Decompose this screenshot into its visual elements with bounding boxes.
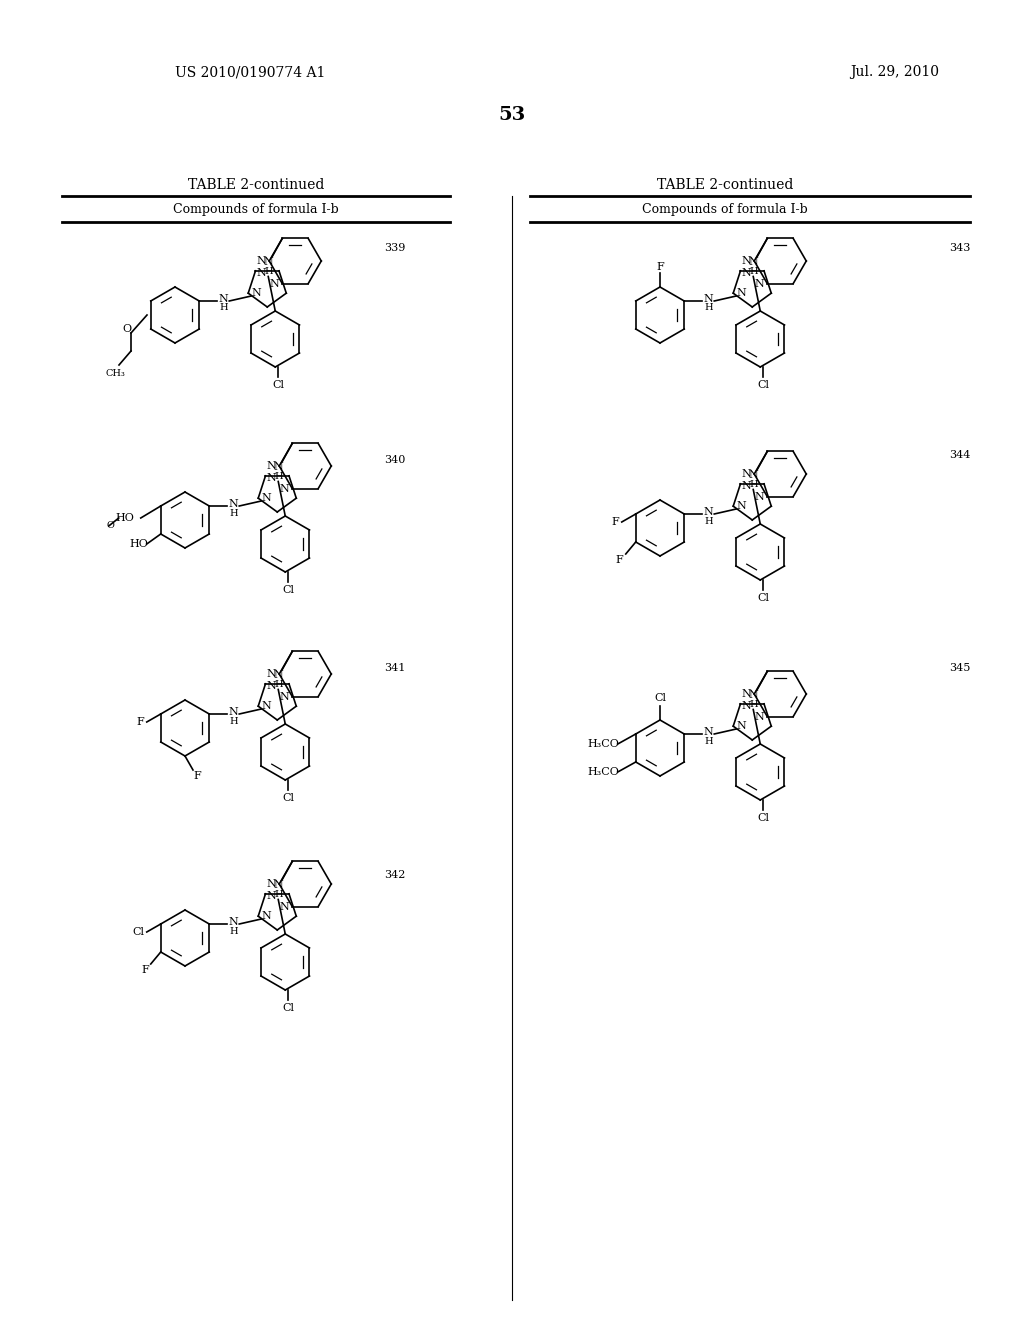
Text: H: H bbox=[749, 267, 758, 276]
Text: N: N bbox=[703, 507, 713, 517]
Text: 53: 53 bbox=[499, 106, 525, 124]
Text: Cl: Cl bbox=[133, 927, 144, 937]
Text: N: N bbox=[703, 727, 713, 737]
Text: Cl: Cl bbox=[758, 380, 769, 389]
Text: F: F bbox=[656, 261, 664, 272]
Text: H: H bbox=[703, 737, 713, 746]
Text: F: F bbox=[615, 554, 624, 565]
Text: TABLE 2-continued: TABLE 2-continued bbox=[187, 178, 325, 191]
Text: Cl: Cl bbox=[283, 1003, 294, 1012]
Text: N: N bbox=[261, 494, 271, 503]
Text: N: N bbox=[251, 288, 261, 298]
Text: Compounds of formula I-b: Compounds of formula I-b bbox=[173, 203, 339, 216]
Text: Compounds of formula I-b: Compounds of formula I-b bbox=[642, 203, 808, 216]
Text: N: N bbox=[228, 917, 239, 927]
Text: N: N bbox=[741, 480, 752, 491]
Text: F: F bbox=[137, 717, 144, 727]
Text: H: H bbox=[274, 890, 283, 899]
Text: N: N bbox=[736, 721, 746, 731]
Text: H: H bbox=[703, 516, 713, 525]
Text: CH₃: CH₃ bbox=[105, 368, 125, 378]
Text: US 2010/0190774 A1: US 2010/0190774 A1 bbox=[175, 65, 326, 79]
Text: N: N bbox=[280, 483, 289, 494]
Text: F: F bbox=[194, 771, 201, 781]
Text: N: N bbox=[755, 279, 764, 289]
Text: O: O bbox=[106, 521, 115, 531]
Text: N: N bbox=[266, 473, 276, 483]
Text: N: N bbox=[749, 470, 758, 480]
Text: H₃CO: H₃CO bbox=[588, 767, 620, 777]
Text: N: N bbox=[266, 681, 276, 690]
Text: N: N bbox=[257, 268, 266, 277]
Text: N: N bbox=[266, 879, 276, 888]
Text: Cl: Cl bbox=[758, 813, 769, 822]
Text: N: N bbox=[749, 690, 758, 701]
Text: H: H bbox=[264, 267, 272, 276]
Text: N: N bbox=[266, 669, 276, 678]
Text: O: O bbox=[123, 323, 131, 334]
Text: 339: 339 bbox=[384, 243, 406, 253]
Text: N: N bbox=[755, 711, 764, 722]
Text: 341: 341 bbox=[384, 663, 406, 673]
Text: Cl: Cl bbox=[758, 593, 769, 603]
Text: N: N bbox=[741, 256, 752, 267]
Text: N: N bbox=[269, 279, 280, 289]
Text: N: N bbox=[741, 689, 752, 700]
Text: N: N bbox=[736, 502, 746, 511]
Text: N: N bbox=[218, 294, 228, 304]
Text: Cl: Cl bbox=[654, 693, 666, 704]
Text: H: H bbox=[229, 717, 238, 726]
Text: N: N bbox=[755, 491, 764, 502]
Text: N: N bbox=[261, 911, 271, 921]
Text: N: N bbox=[741, 701, 752, 710]
Text: N: N bbox=[266, 461, 276, 471]
Text: H: H bbox=[229, 508, 238, 517]
Text: N: N bbox=[263, 257, 273, 268]
Text: Cl: Cl bbox=[283, 585, 294, 595]
Text: H: H bbox=[219, 304, 227, 313]
Text: 344: 344 bbox=[949, 450, 971, 459]
Text: Cl: Cl bbox=[283, 793, 294, 803]
Text: HO: HO bbox=[129, 539, 148, 549]
Text: H: H bbox=[749, 700, 758, 709]
Text: H: H bbox=[703, 304, 713, 313]
Text: N: N bbox=[749, 257, 758, 268]
Text: N: N bbox=[741, 268, 752, 277]
Text: H: H bbox=[749, 480, 758, 488]
Text: N: N bbox=[256, 256, 266, 267]
Text: N: N bbox=[273, 462, 283, 473]
Text: Cl: Cl bbox=[272, 380, 285, 389]
Text: HO: HO bbox=[116, 513, 134, 523]
Text: N: N bbox=[736, 288, 746, 298]
Text: N: N bbox=[228, 499, 239, 510]
Text: H: H bbox=[274, 473, 283, 480]
Text: N: N bbox=[280, 902, 289, 912]
Text: TABLE 2-continued: TABLE 2-continued bbox=[656, 178, 794, 191]
Text: N: N bbox=[280, 692, 289, 701]
Text: 340: 340 bbox=[384, 455, 406, 465]
Text: F: F bbox=[142, 965, 150, 975]
Text: N: N bbox=[266, 891, 276, 900]
Text: N: N bbox=[273, 671, 283, 681]
Text: N: N bbox=[741, 469, 752, 479]
Text: Jul. 29, 2010: Jul. 29, 2010 bbox=[850, 65, 939, 79]
Text: 345: 345 bbox=[949, 663, 971, 673]
Text: 342: 342 bbox=[384, 870, 406, 880]
Text: N: N bbox=[273, 880, 283, 891]
Text: F: F bbox=[612, 517, 620, 527]
Text: N: N bbox=[261, 701, 271, 711]
Text: H₃CO: H₃CO bbox=[588, 739, 620, 748]
Text: H: H bbox=[229, 927, 238, 936]
Text: N: N bbox=[703, 294, 713, 304]
Text: 343: 343 bbox=[949, 243, 971, 253]
Text: H: H bbox=[274, 680, 283, 689]
Text: N: N bbox=[228, 708, 239, 717]
